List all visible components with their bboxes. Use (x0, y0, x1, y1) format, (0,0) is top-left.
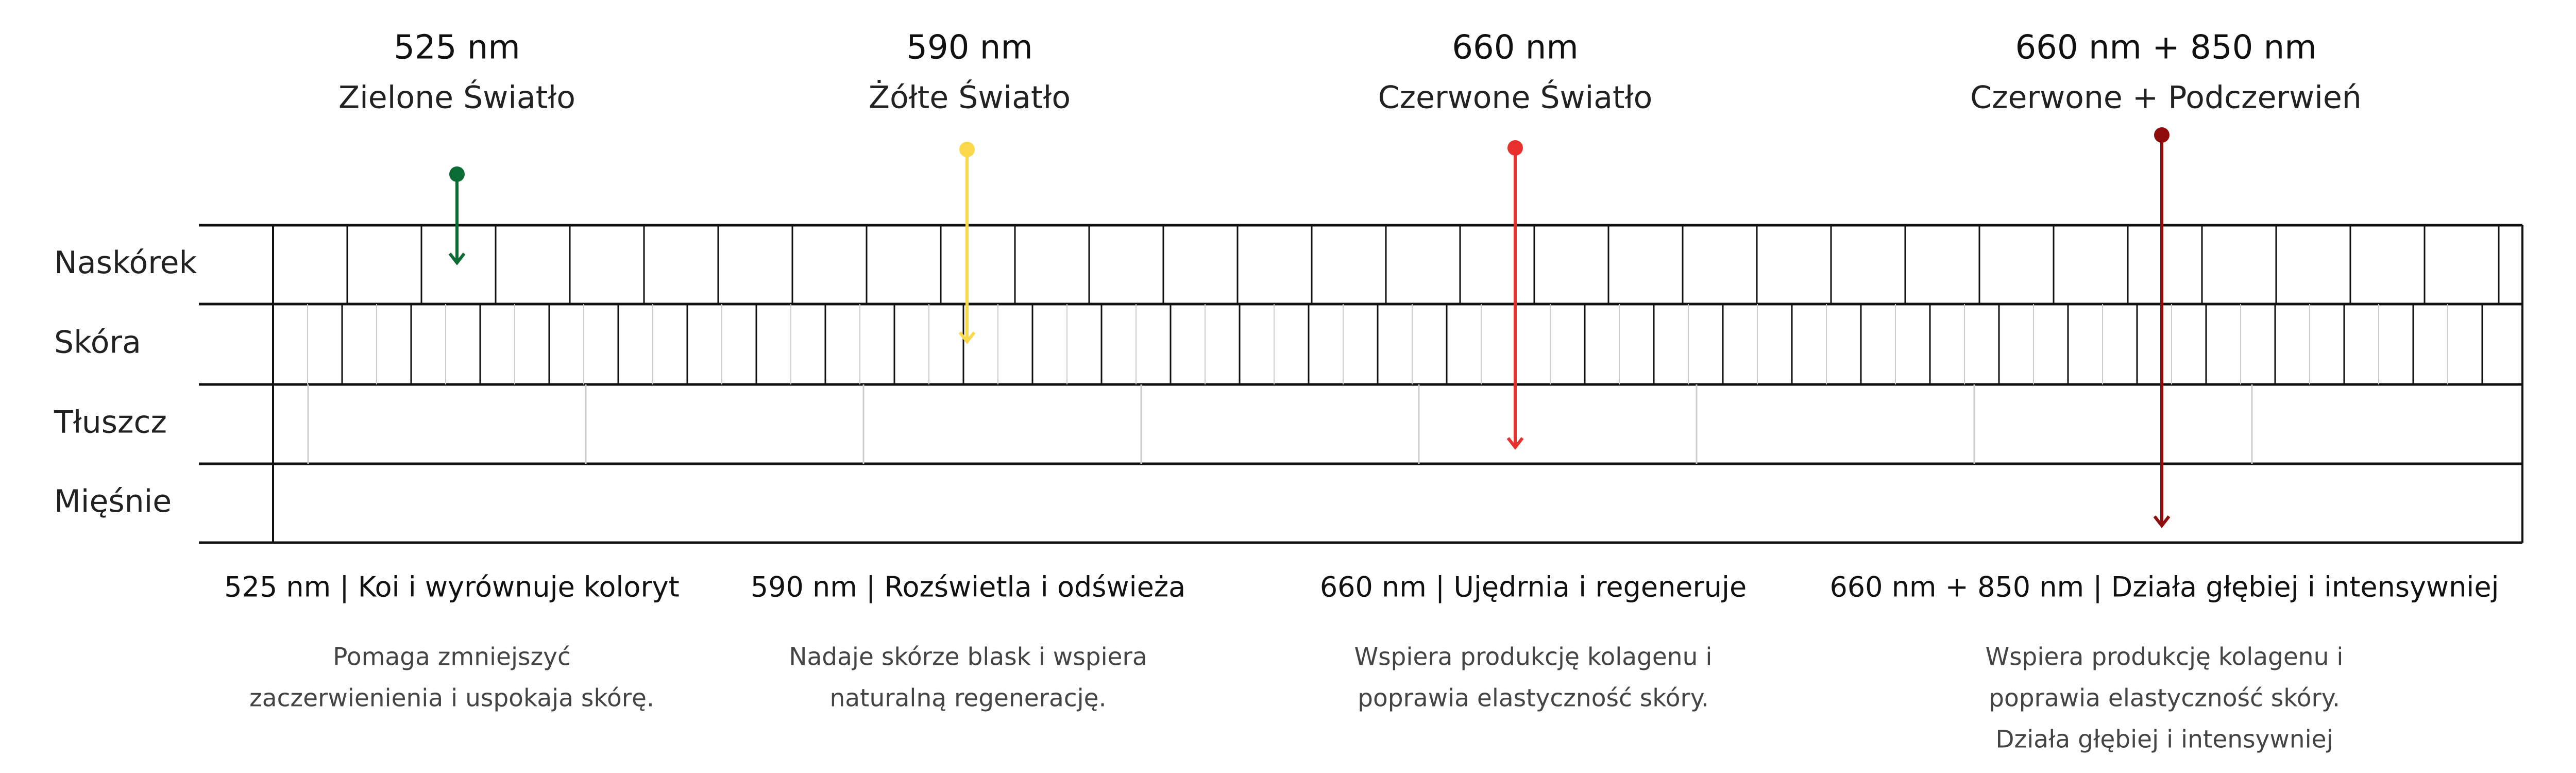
wavelength: 660 nm + 850 nm (2015, 29, 2316, 67)
arrow-head (448, 253, 466, 265)
desc-title: 525 nm | Koi i wyrównuje koloryt (224, 571, 680, 603)
arrow-dot (1507, 140, 1523, 156)
wavelength: 590 nm (906, 29, 1032, 67)
layer-label: Naskórek (54, 245, 197, 281)
light-name: Czerwone Światło (1378, 79, 1653, 116)
light-name: Czerwone + Podczerwień (1970, 80, 2362, 116)
desc-line: Wspiera produkcję kolagenu i (1354, 643, 1713, 671)
desc-line: Pomaga zmniejszyć (333, 643, 571, 671)
arrow-dot (449, 166, 465, 182)
wavelength: 525 nm (394, 29, 520, 67)
layer-label: Skóra (54, 325, 141, 361)
layer-label: Mięśnie (54, 483, 172, 519)
wavelength: 660 nm (1452, 29, 1578, 67)
light-name: Żółte Światło (869, 79, 1071, 116)
desc-line: naturalną regenerację. (829, 684, 1106, 713)
desc-line: poprawia elastyczność skóry. (1989, 684, 2340, 713)
desc-line: zaczerwienienia i uspokaja skórę. (249, 684, 654, 713)
desc-title: 590 nm | Rozświetla i odświeża (751, 571, 1185, 603)
desc-line: Wspiera produkcję kolagenu i (1986, 643, 2344, 671)
arrow-head (958, 331, 976, 344)
desc-line: Nadaje skórze blask i wspiera (789, 643, 1147, 671)
arrow-dot (2154, 127, 2170, 143)
desc-title: 660 nm + 850 nm | Działa głębiej i inten… (1829, 571, 2499, 603)
arrow-head (2153, 515, 2171, 528)
layer-label: Tłuszcz (54, 405, 167, 441)
desc-line: Działa głębiej i intensywniej (1995, 726, 2333, 754)
light-name: Zielone Światło (338, 79, 575, 116)
arrow-dot (959, 142, 975, 157)
desc-title: 660 nm | Ujędrnia i regeneruje (1320, 571, 1747, 603)
skin-layers (199, 224, 2523, 544)
arrow-head (1506, 437, 1524, 450)
desc-line: poprawia elastyczność skóry. (1358, 684, 1709, 713)
